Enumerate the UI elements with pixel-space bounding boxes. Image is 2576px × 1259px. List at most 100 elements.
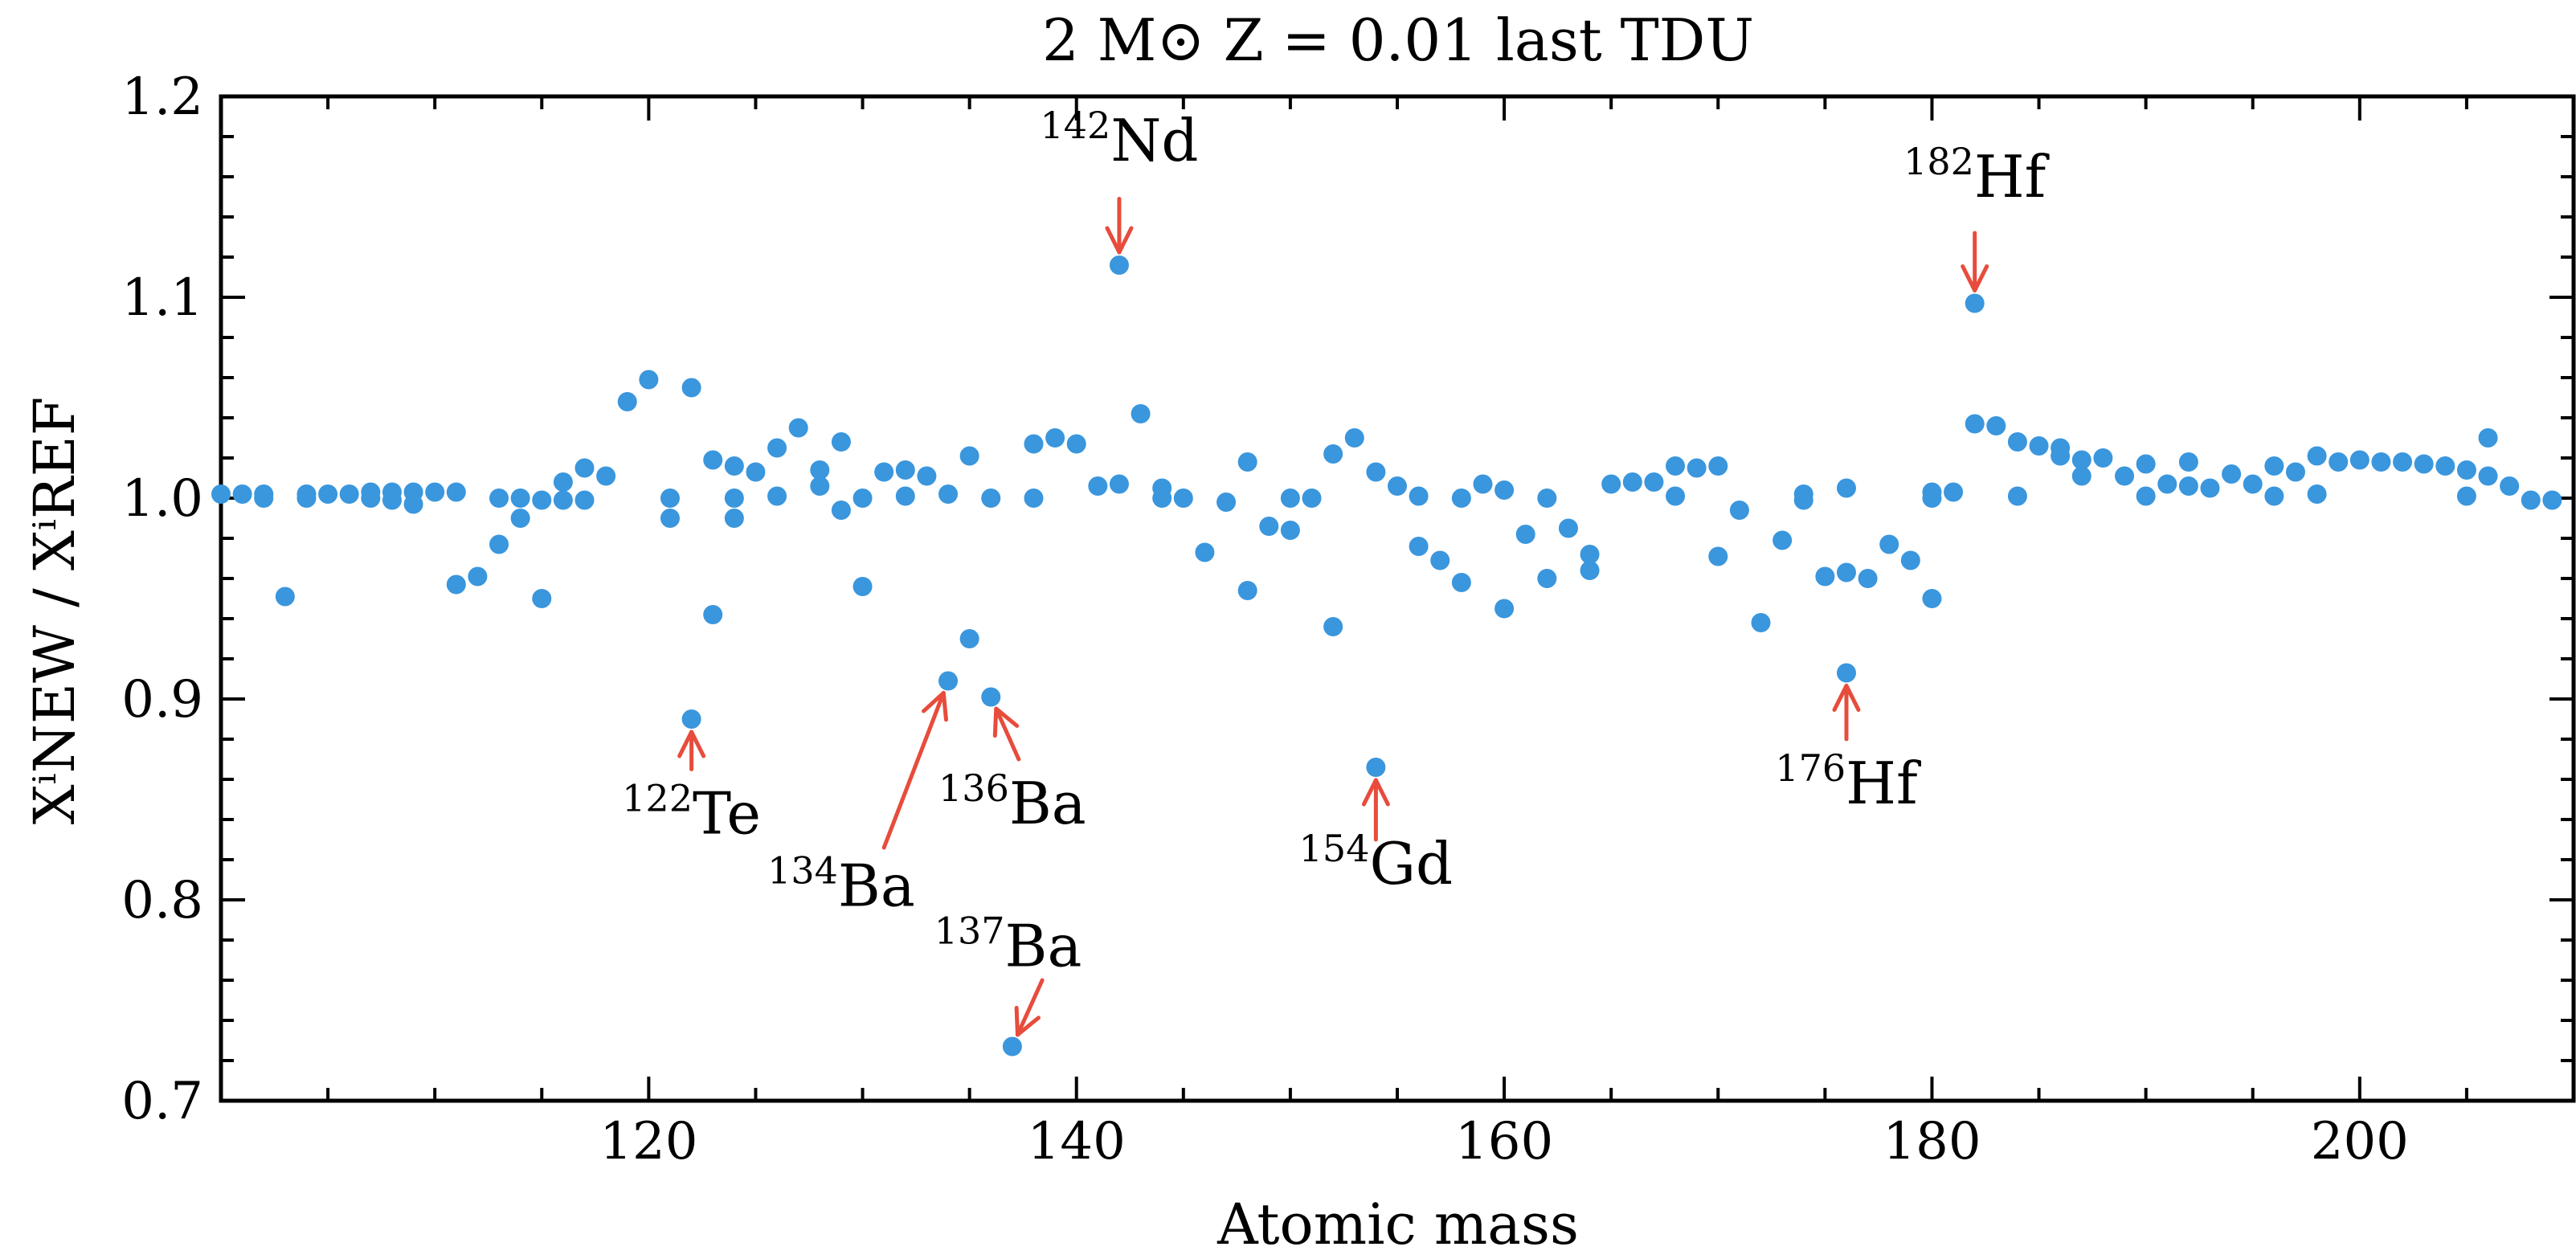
x-tick-label: 180 [1883, 1112, 1981, 1171]
data-point [361, 488, 381, 508]
data-point [1622, 472, 1642, 492]
chart-title: 2 M⊙ Z = 0.01 last TDU [1042, 6, 1754, 74]
data-point [1302, 488, 1322, 508]
data-point [1965, 293, 1985, 313]
data-point [788, 418, 808, 438]
x-tick-label: 160 [1455, 1112, 1553, 1171]
data-point [1002, 1036, 1022, 1057]
y-tick-label: 0.8 [121, 871, 203, 930]
data-point [2478, 466, 2498, 486]
data-point [1515, 525, 1535, 544]
annotation-mass: 134 [767, 849, 838, 893]
data-point [1666, 456, 1686, 476]
data-point [959, 629, 979, 648]
data-point [1066, 434, 1086, 454]
data-point [1900, 550, 1920, 570]
annotation-mass: 122 [622, 777, 693, 820]
annotation-label: 136Ba [938, 766, 1086, 837]
data-point [1323, 444, 1343, 464]
y-axis-label: XⁱNEW / XⁱREF [22, 397, 88, 825]
data-point [1088, 476, 1108, 496]
data-point [1409, 486, 1429, 506]
data-point [1944, 482, 1964, 502]
data-point [1344, 428, 1364, 448]
data-point [318, 484, 338, 504]
data-point [703, 605, 723, 624]
data-point [2456, 460, 2476, 480]
data-point [1173, 488, 1193, 508]
data-point [2071, 466, 2091, 486]
data-point [1965, 414, 1985, 434]
data-point [938, 671, 959, 691]
data-point [275, 587, 295, 607]
annotation-mass: 142 [1041, 104, 1111, 147]
data-point [1687, 458, 1707, 478]
data-point [1366, 462, 1386, 482]
data-point [2478, 428, 2498, 448]
data-point [831, 501, 851, 520]
data-point [767, 438, 787, 458]
data-point [468, 566, 488, 587]
data-point [1366, 758, 1386, 777]
data-point [1109, 474, 1129, 494]
data-point [1451, 573, 1471, 592]
data-point [2435, 456, 2455, 476]
data-point [2178, 452, 2198, 472]
annotation-arrow [992, 706, 1021, 762]
data-point [874, 462, 894, 482]
annotation-symbol: Nd [1110, 107, 1198, 174]
data-point [1580, 545, 1600, 564]
data-point [2500, 476, 2520, 496]
data-point [2093, 448, 2113, 468]
annotation-symbol: Ba [1005, 913, 1082, 980]
data-point [1922, 488, 1942, 508]
data-point [1986, 416, 2006, 435]
data-point [938, 484, 959, 504]
data-point [1836, 663, 1856, 683]
x-tick-label: 200 [2311, 1112, 2409, 1171]
data-point [510, 509, 530, 528]
data-point [681, 709, 701, 729]
data-point [1879, 534, 1899, 554]
data-point [1045, 428, 1065, 448]
data-point [1409, 537, 1429, 556]
x-tick-label: 120 [599, 1112, 697, 1171]
data-point [703, 450, 723, 470]
annotation-label: 142Nd [1041, 104, 1199, 174]
data-point [2264, 456, 2284, 476]
data-point [1708, 546, 1728, 566]
data-point [810, 460, 830, 480]
data-point [1131, 404, 1151, 423]
annotation-label: 134Ba [767, 849, 915, 920]
x-tick-label: 140 [1028, 1112, 1126, 1171]
data-point [853, 577, 873, 596]
data-point [2200, 478, 2220, 498]
data-point [1666, 486, 1686, 506]
data-point [2542, 490, 2562, 510]
y-tick-label: 0.9 [121, 670, 203, 730]
data-point [981, 687, 1001, 707]
data-point [1280, 488, 1300, 508]
data-point [403, 494, 423, 514]
annotation-symbol: Ba [838, 852, 915, 920]
data-point [1024, 434, 1044, 454]
data-point [532, 589, 552, 608]
data-point [1729, 501, 1749, 520]
data-point [296, 488, 317, 508]
data-point [2007, 486, 2027, 506]
annotation-arrow [1361, 778, 1390, 842]
data-point [489, 488, 509, 508]
data-point [831, 432, 851, 452]
data-point [2393, 452, 2413, 472]
data-point [853, 488, 873, 508]
data-point [532, 490, 552, 510]
data-point [2285, 462, 2305, 482]
data-point [2222, 464, 2242, 484]
data-point [810, 476, 830, 496]
data-point [1836, 478, 1856, 498]
annotation-label: 176Hf [1775, 746, 1921, 817]
annotation-symbol: Te [693, 780, 761, 848]
data-point [917, 466, 937, 486]
data-point [617, 392, 637, 411]
